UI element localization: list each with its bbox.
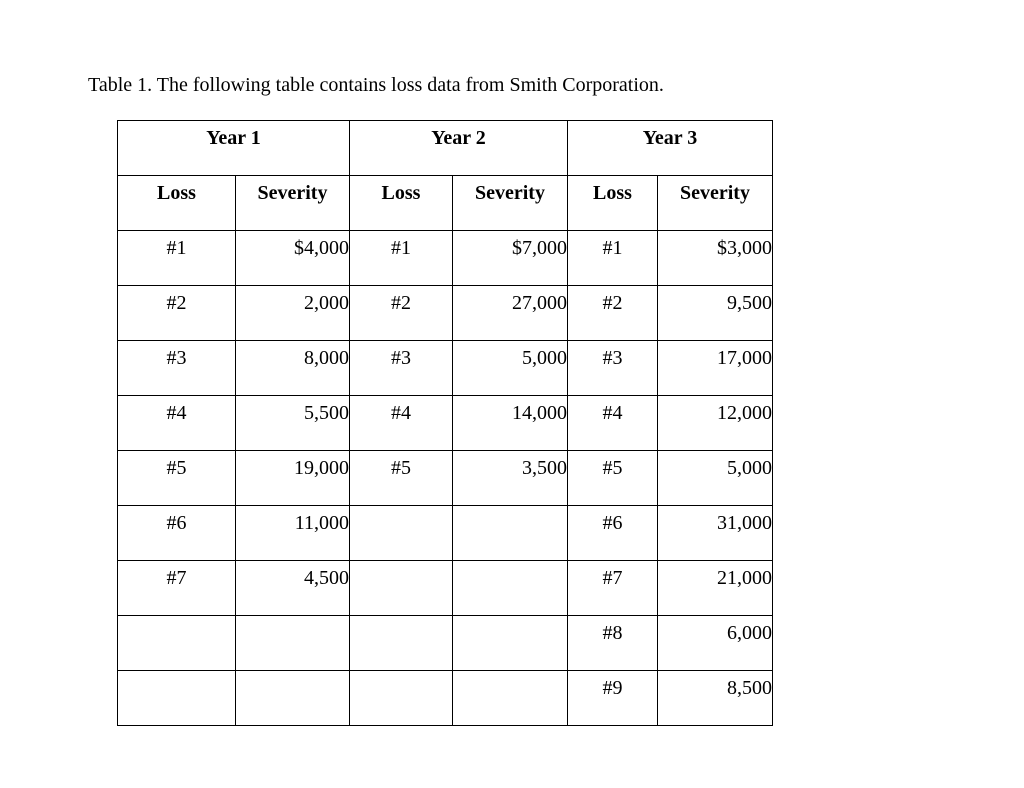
severity-value-cell: 12,000 [657,395,773,451]
loss-number-cell: #1 [567,230,658,286]
severity-value-cell: 21,000 [657,560,773,616]
severity-value-cell: 31,000 [657,505,773,561]
severity-value-cell: 8,500 [657,670,773,726]
loss-number-cell [117,615,236,671]
severity-value-cell [235,615,350,671]
table-row: #7 4,500 #7 21,000 [117,560,773,616]
loss-number-cell: #3 [567,340,658,396]
severity-value-cell: 14,000 [452,395,568,451]
severity-value-cell: 6,000 [657,615,773,671]
loss-number-cell: #8 [567,615,658,671]
severity-value-cell: 5,500 [235,395,350,451]
severity-value-cell: 11,000 [235,505,350,561]
severity-value-cell: 3,500 [452,450,568,506]
loss-number-cell: #4 [117,395,236,451]
year1-loss-column-header: Loss [117,175,236,231]
severity-value-cell: 19,000 [235,450,350,506]
severity-value-cell: 9,500 [657,285,773,341]
year-header-row: Year 1 Year 2 Year 3 [117,120,773,176]
severity-value-cell: 8,000 [235,340,350,396]
loss-number-cell [117,670,236,726]
year3-severity-column-header: Severity [657,175,773,231]
severity-value-cell: 4,500 [235,560,350,616]
table-row: #2 2,000 #2 27,000 #2 9,500 [117,285,773,341]
table-caption: Table 1. The following table contains lo… [88,74,664,96]
table-row: #8 6,000 [117,615,773,671]
severity-value-cell [452,560,568,616]
year-3-header: Year 3 [567,120,773,176]
year2-loss-column-header: Loss [349,175,453,231]
year-2-header: Year 2 [349,120,568,176]
severity-value-cell [452,505,568,561]
loss-number-cell: #6 [567,505,658,561]
column-header-row: Loss Severity Loss Severity Loss Severit… [117,175,773,231]
loss-number-cell: #4 [349,395,453,451]
table-row: #6 11,000 #6 31,000 [117,505,773,561]
severity-value-cell: $4,000 [235,230,350,286]
severity-value-cell [235,670,350,726]
loss-number-cell: #4 [567,395,658,451]
loss-number-cell: #5 [117,450,236,506]
table-row: #3 8,000 #3 5,000 #3 17,000 [117,340,773,396]
year2-severity-column-header: Severity [452,175,568,231]
loss-number-cell: #3 [117,340,236,396]
table-row: #1 $4,000 #1 $7,000 #1 $3,000 [117,230,773,286]
loss-number-cell: #2 [117,285,236,341]
loss-number-cell: #5 [349,450,453,506]
loss-data-table: Year 1 Year 2 Year 3 Loss Severity Loss … [117,120,773,726]
loss-number-cell: #1 [349,230,453,286]
loss-number-cell [349,670,453,726]
table-row: #5 19,000 #5 3,500 #5 5,000 [117,450,773,506]
loss-number-cell: #2 [567,285,658,341]
loss-number-cell: #6 [117,505,236,561]
year1-severity-column-header: Severity [235,175,350,231]
loss-number-cell: #9 [567,670,658,726]
loss-number-cell [349,505,453,561]
severity-value-cell: 17,000 [657,340,773,396]
loss-number-cell [349,560,453,616]
loss-number-cell: #1 [117,230,236,286]
severity-value-cell: $7,000 [452,230,568,286]
loss-number-cell [349,615,453,671]
table-row: #9 8,500 [117,670,773,726]
loss-number-cell: #7 [567,560,658,616]
loss-number-cell: #7 [117,560,236,616]
loss-number-cell: #2 [349,285,453,341]
loss-number-cell: #5 [567,450,658,506]
severity-value-cell: 5,000 [657,450,773,506]
severity-value-cell: 5,000 [452,340,568,396]
severity-value-cell [452,615,568,671]
severity-value-cell [452,670,568,726]
year3-loss-column-header: Loss [567,175,658,231]
severity-value-cell: $3,000 [657,230,773,286]
year-1-header: Year 1 [117,120,350,176]
table-row: #4 5,500 #4 14,000 #4 12,000 [117,395,773,451]
severity-value-cell: 2,000 [235,285,350,341]
loss-number-cell: #3 [349,340,453,396]
severity-value-cell: 27,000 [452,285,568,341]
